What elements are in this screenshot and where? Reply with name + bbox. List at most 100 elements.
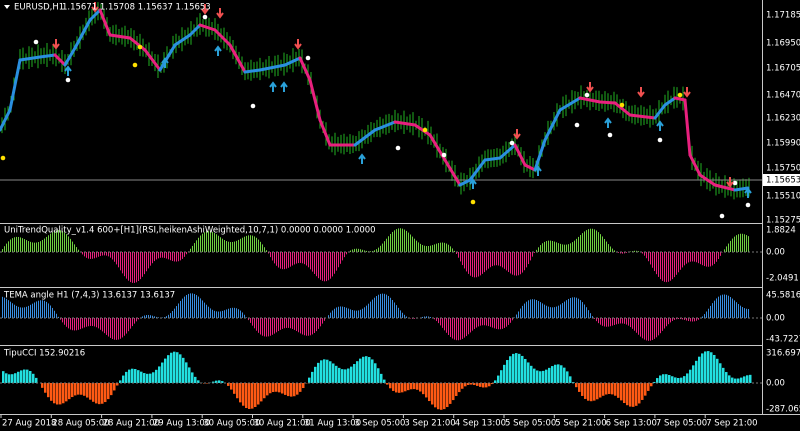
histogram-bar <box>258 318 259 333</box>
signal-dot <box>745 202 751 208</box>
histogram-bar <box>8 300 9 318</box>
histogram-bar <box>84 252 85 257</box>
histogram-bar <box>580 234 581 252</box>
histogram-bar <box>128 252 129 281</box>
histogram-bar <box>164 358 167 383</box>
histogram-bar <box>442 318 443 328</box>
histogram-bar <box>712 252 713 266</box>
histogram-bar <box>425 383 428 398</box>
histogram-bar <box>374 250 375 252</box>
histogram-bar <box>608 244 609 252</box>
histogram-bar <box>404 314 405 318</box>
indicator-axis-label: 0.00 <box>766 314 785 324</box>
trend-line <box>98 8 112 37</box>
histogram-bar <box>182 252 183 259</box>
histogram-bar <box>284 252 285 270</box>
histogram-bar <box>486 252 487 271</box>
histogram-bar <box>676 318 677 320</box>
histogram-bar <box>398 228 399 252</box>
histogram-bar <box>628 318 629 326</box>
trend-line <box>558 96 582 112</box>
histogram-bar <box>671 376 674 383</box>
histogram-bar <box>720 252 721 256</box>
histogram-bar <box>112 252 113 260</box>
histogram-bar <box>264 318 265 337</box>
trend-line <box>578 96 602 104</box>
signal-dot <box>132 62 138 68</box>
histogram-bar <box>552 240 553 252</box>
histogram-bar <box>524 303 525 318</box>
histogram-bar <box>617 383 620 398</box>
histogram-bar <box>538 300 539 318</box>
buy-arrow <box>604 117 612 128</box>
histogram-bar <box>362 249 363 252</box>
histogram-bar <box>60 318 61 320</box>
histogram-bar <box>554 307 555 318</box>
histogram-bar <box>330 252 331 279</box>
histogram-bar <box>96 318 97 328</box>
histogram-bar <box>608 318 609 327</box>
histogram-bar <box>497 375 500 383</box>
signal-dot <box>732 180 738 186</box>
histogram-bar <box>125 371 128 383</box>
histogram-bar <box>32 373 35 383</box>
trend-line <box>188 23 202 37</box>
histogram-bar <box>590 313 591 318</box>
histogram-bar <box>197 380 200 383</box>
trend-line <box>663 96 677 107</box>
histogram-bar <box>686 373 689 383</box>
histogram-bar <box>442 242 443 252</box>
histogram-bar <box>380 245 381 252</box>
histogram-bar <box>348 308 349 318</box>
histogram-bar <box>444 242 445 252</box>
histogram-bar <box>152 252 153 264</box>
histogram-bar <box>438 318 439 324</box>
histogram-bar <box>654 318 655 339</box>
histogram-bar <box>626 318 627 325</box>
histogram-bar <box>602 236 603 252</box>
histogram-bar <box>647 383 650 391</box>
histogram-bar <box>462 252 463 266</box>
histogram-bar <box>456 252 457 254</box>
histogram-bar <box>494 380 497 383</box>
histogram-bar <box>686 318 687 321</box>
signal-dot <box>619 102 625 108</box>
histogram-bar <box>626 252 627 253</box>
histogram-bar <box>92 252 93 259</box>
histogram-bar <box>528 300 529 318</box>
histogram-bar <box>266 318 267 337</box>
histogram-bar <box>65 383 68 402</box>
histogram-bar <box>638 318 639 335</box>
histogram-bar <box>566 300 567 318</box>
histogram-bar <box>713 354 716 383</box>
histogram-bar <box>176 352 179 383</box>
histogram-bar <box>707 351 710 383</box>
histogram-bar <box>656 378 659 383</box>
histogram-bar <box>692 318 693 322</box>
histogram-bar <box>47 383 50 398</box>
histogram-bar <box>556 306 557 318</box>
histogram-bar <box>172 252 173 261</box>
histogram-bar <box>244 236 245 252</box>
price-label: 1.15275 <box>766 216 800 226</box>
histogram-bar <box>336 307 337 318</box>
histogram-bar <box>502 318 503 329</box>
histogram-bar <box>256 237 257 252</box>
histogram-bar <box>50 305 51 318</box>
histogram-bar <box>118 318 119 340</box>
histogram-bar <box>14 373 17 383</box>
histogram-bar <box>696 252 697 263</box>
histogram-bar <box>142 316 143 318</box>
histogram-bar <box>706 311 707 318</box>
histogram-bar <box>702 252 703 266</box>
histogram-bar <box>680 252 681 270</box>
histogram-bar <box>390 297 391 318</box>
histogram-bar <box>653 381 656 383</box>
histogram-bar <box>708 252 709 267</box>
trend-line <box>598 100 617 105</box>
histogram-bar <box>743 376 746 383</box>
histogram-bar <box>134 369 137 383</box>
histogram-bar <box>28 241 29 252</box>
histogram-bar <box>120 318 121 339</box>
menu-icon[interactable] <box>4 5 10 9</box>
